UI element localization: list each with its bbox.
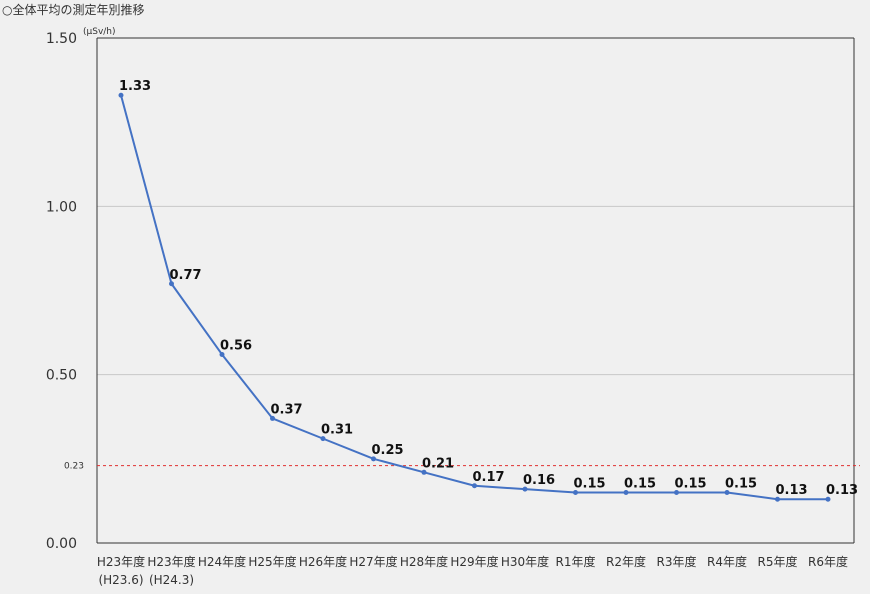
data-point: [320, 436, 326, 442]
data-point: [775, 496, 780, 502]
series-group: 1.33 0.77 0.56 0.37 0.31 0.25 0.21 0.17 0.16 0.15…: [118, 79, 858, 502]
data-label: 0.31: [321, 423, 353, 438]
data-label: 0.17: [473, 470, 505, 485]
y-axis: 0.00 0.50 1.00 1.50: [46, 31, 77, 552]
data-label: 0.15: [574, 477, 606, 492]
data-point: [270, 415, 275, 421]
data-label: 0.15: [725, 477, 757, 492]
x-tick-label: H28年度: [400, 554, 448, 569]
x-tick-label: H26年度: [299, 554, 347, 569]
y-tick-label: 1.00: [46, 199, 77, 215]
data-point: [118, 92, 124, 98]
x-tick-label: H27年度: [349, 554, 397, 569]
x-tick-label: H25年度: [248, 554, 296, 569]
data-point: [724, 490, 730, 495]
data-label: 1.33: [119, 79, 151, 94]
data-label: 0.13: [826, 483, 858, 498]
x-tick-label: R6年度: [808, 554, 848, 569]
x-tick-label: R5年度: [758, 554, 798, 569]
x-tick-label: H23年度: [97, 554, 145, 569]
data-point: [472, 483, 477, 489]
x-tick-label: R2年度: [606, 554, 646, 569]
data-label: 0.13: [776, 483, 808, 498]
data-label: 0.25: [372, 443, 404, 458]
y-tick-label: 1.50: [46, 31, 77, 47]
data-point: [623, 490, 629, 495]
data-label: 0.16: [523, 473, 555, 488]
data-point: [674, 490, 679, 495]
data-label: 0.77: [170, 268, 202, 283]
x-axis: H23年度(H23.6)H23年度(H24.3)H24年度 H25年度 H26年度 H…: [97, 554, 848, 587]
data-point: [421, 469, 427, 475]
unit-label: (μSv/h): [83, 27, 116, 37]
data-label: 0.37: [271, 402, 303, 417]
data-point: [573, 490, 578, 495]
data-point: [522, 486, 528, 492]
y-tick-label: 0.50: [46, 368, 77, 384]
data-label: 0.21: [422, 456, 454, 471]
x-tick-label: H23年度: [147, 554, 195, 569]
x-tick-label: H29年度: [450, 554, 498, 569]
data-label: 0.15: [675, 477, 707, 492]
series-line: [120, 94, 828, 501]
x-tick-label: H24年度: [198, 554, 246, 569]
data-point: [219, 351, 225, 357]
data-point: [169, 281, 174, 287]
x-tick-label: R3年度: [657, 554, 697, 569]
x-tick-sublabel: (H24.3): [149, 573, 194, 587]
x-tick-label: R4年度: [707, 554, 747, 569]
x-tick-label: R1年度: [556, 554, 596, 569]
reference-line-label: 0.23: [64, 462, 84, 472]
data-label: 0.15: [624, 477, 656, 492]
data-point: [825, 496, 831, 502]
data-point: [371, 456, 376, 462]
data-label: 0.56: [220, 338, 252, 353]
y-tick-label: 0.00: [46, 536, 77, 552]
x-tick-sublabel: (H23.6): [98, 573, 143, 587]
grid: [96, 37, 855, 544]
reference-line-group: 0.23: [64, 462, 860, 472]
chart-title: ○全体平均の測定年別推移: [2, 2, 144, 17]
x-tick-label: H30年度: [501, 554, 549, 569]
